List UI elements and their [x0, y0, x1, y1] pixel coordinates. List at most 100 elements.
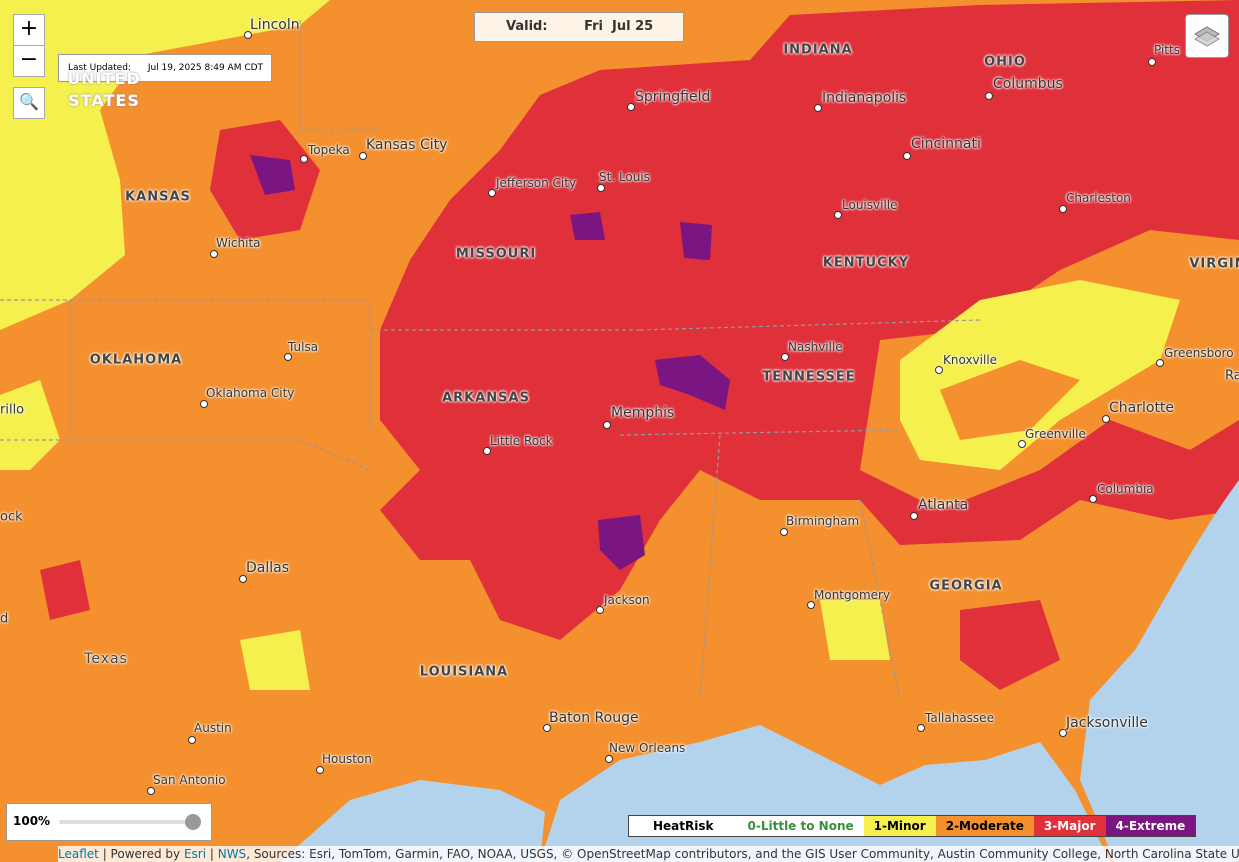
city-label: Atlanta: [918, 497, 969, 513]
city-marker: [210, 250, 218, 258]
nws-link[interactable]: NWS: [217, 847, 247, 861]
city-marker: [188, 736, 196, 744]
state-label: GEORGIA: [929, 578, 1003, 594]
valid-date: Fri Jul 25: [584, 19, 654, 34]
layers-button[interactable]: [1185, 14, 1229, 58]
city-marker: [1059, 729, 1067, 737]
opacity-control: 100%: [6, 803, 212, 841]
city-label: Houston: [322, 752, 372, 766]
city-marker: [244, 31, 252, 39]
city-marker: [597, 184, 605, 192]
city-label: New Orleans: [609, 741, 686, 755]
leaflet-link[interactable]: Leaflet: [58, 847, 99, 861]
city-label: Charlotte: [1109, 400, 1175, 416]
city-label: Louisville: [842, 198, 898, 212]
city-label: rillo: [0, 402, 25, 418]
zoom-out[interactable]: −: [13, 45, 45, 77]
city-label: Tallahassee: [925, 711, 994, 725]
city-label: San Antonio: [153, 773, 226, 787]
city-label: Dallas: [246, 560, 290, 576]
last-updated-label: Last Updated:: [68, 63, 131, 73]
city-marker: [596, 606, 604, 614]
state-label: VIRGIN: [1189, 256, 1239, 272]
state-label: KENTUCKY: [822, 255, 910, 271]
city-marker: [488, 189, 496, 197]
city-label: Greenville: [1025, 427, 1086, 441]
city-marker: [917, 724, 925, 732]
city-marker: [814, 104, 822, 112]
city-marker: [1059, 205, 1067, 213]
city-label: Cincinnati: [911, 136, 981, 152]
city-label: Kansas City: [366, 137, 448, 153]
city-label: Charleston: [1066, 191, 1131, 205]
city-label: Montgomery: [814, 588, 891, 602]
city-label: Jacksonville: [1066, 715, 1148, 731]
city-marker: [147, 787, 155, 795]
city-label: Jefferson City: [496, 176, 577, 190]
city-marker: [300, 155, 308, 163]
city-label: Springfield: [635, 89, 711, 105]
sources: , Sources: Esri, TomTom, Garmin, FAO, NO…: [246, 847, 1239, 861]
city-label: Pitts: [1154, 43, 1180, 57]
city-label: Oklahoma City: [206, 386, 295, 400]
city-label: Columbus: [993, 76, 1063, 92]
state-label: ARKANSAS: [442, 390, 530, 406]
city-marker: [239, 575, 247, 583]
city-marker: [200, 400, 208, 408]
attribution: Leaflet | Powered by Esri | NWS, Sources…: [58, 846, 1239, 862]
city-label: Tulsa: [288, 340, 319, 354]
city-marker: [316, 766, 324, 774]
valid-label: Valid:: [506, 19, 548, 34]
state-label: INDIANA: [783, 42, 853, 58]
city-marker: [1148, 58, 1156, 66]
last-updated-value: Jul 19, 2025 8:49 AM CDT: [147, 63, 264, 73]
city-label: ock: [0, 509, 23, 525]
city-label: Ra: [1225, 368, 1239, 384]
city-label: Knoxville: [943, 353, 998, 367]
city-label: St. Louis: [599, 170, 650, 184]
city-marker: [903, 152, 911, 160]
city-label: Baton Rouge: [549, 710, 639, 726]
city-marker: [1089, 495, 1097, 503]
state-label: UNITED STATES: [67, 69, 141, 110]
legend-item: 4-Extreme: [1105, 816, 1196, 836]
state-label: MISSOURI: [455, 246, 537, 262]
legend-item: 0-Little to None: [737, 816, 864, 836]
city-label: Austin: [194, 721, 232, 735]
city-label: Nashville: [788, 340, 843, 354]
city-label: Birmingham: [786, 514, 860, 528]
powered-by: | Powered by: [102, 847, 181, 861]
state-label: TENNESSEE: [762, 369, 856, 385]
state-label: Texas: [84, 651, 128, 667]
zoom-in[interactable]: +: [13, 14, 45, 46]
city-label: Jackson: [604, 593, 650, 607]
city-marker: [1156, 359, 1164, 367]
city-marker: [543, 724, 551, 732]
opacity-slider[interactable]: [185, 814, 201, 830]
city-marker: [985, 92, 993, 100]
city-marker: [605, 755, 613, 763]
city-marker: [834, 211, 842, 219]
legend-title: HeatRisk: [629, 816, 738, 836]
city-label: Lincoln: [250, 17, 300, 33]
state-label: OHIO: [984, 54, 1026, 70]
esri-link[interactable]: Esri: [183, 847, 207, 861]
valid-box: Valid: Fri Jul 25: [474, 12, 684, 42]
city-marker: [627, 103, 635, 111]
state-label: LOUISIANA: [419, 664, 509, 680]
city-marker: [1018, 440, 1026, 448]
city-marker: [1102, 415, 1110, 423]
city-label: Wichita: [216, 236, 261, 250]
city-label: Topeka: [308, 143, 350, 157]
city-label: d: [0, 611, 9, 627]
city-marker: [359, 152, 367, 160]
state-label: OKLAHOMA: [89, 352, 183, 368]
opacity-track: [59, 820, 195, 824]
legend-item: 1-Minor: [863, 816, 936, 836]
city-marker: [781, 353, 789, 361]
city-label: Greensboro: [1164, 346, 1234, 360]
layers-icon: [1194, 26, 1220, 47]
search-button[interactable]: 🔍: [13, 87, 45, 119]
